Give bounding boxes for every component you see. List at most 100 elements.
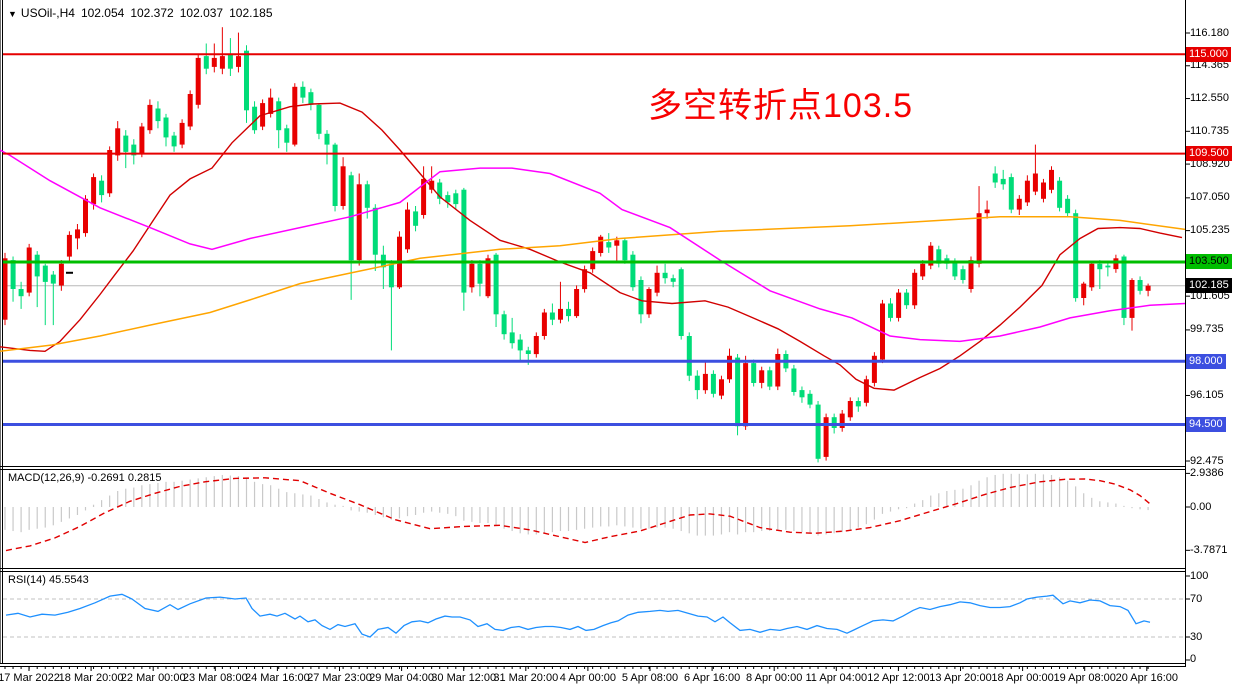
candle-body <box>405 209 410 250</box>
candle-body <box>171 135 177 147</box>
candle-body <box>18 289 24 297</box>
panel-separator[interactable] <box>0 663 1186 664</box>
candle-body <box>1073 213 1079 299</box>
macd-signal-line <box>5 477 1151 552</box>
candle-body <box>775 354 781 387</box>
rsi-axis-label[interactable]: 0 <box>1190 652 1197 665</box>
candle-body <box>123 135 129 152</box>
time-axis-label[interactable]: 8 Apr 00:00 <box>746 672 803 684</box>
candle-body <box>823 417 829 457</box>
price-axis-label[interactable]: 107.050 <box>1190 191 1230 203</box>
time-axis-label[interactable]: 31 Mar 20:00 <box>493 672 559 684</box>
price-axis-border <box>1185 0 1186 667</box>
candle-body <box>831 417 837 428</box>
candle-body <box>638 280 644 315</box>
candle-body <box>155 108 161 122</box>
candle-body <box>1121 256 1127 318</box>
price-level-badge: 109.500 <box>1186 146 1232 161</box>
time-axis-label[interactable]: 13 Apr 20:00 <box>929 672 992 684</box>
candle-body <box>107 150 113 194</box>
candle-body <box>1008 177 1014 210</box>
macd-axis-label[interactable]: 2.9386 <box>1190 467 1224 479</box>
time-axis-label[interactable]: 22 Mar 00:00 <box>120 672 186 684</box>
time-axis-label[interactable]: 19 Apr 08:00 <box>1053 672 1116 684</box>
time-axis-label[interactable]: 5 Apr 08:00 <box>621 672 679 684</box>
candle-body <box>268 97 274 114</box>
candle-body <box>968 260 974 289</box>
price-axis-label[interactable]: 99.735 <box>1190 323 1224 335</box>
time-axis-label[interactable]: 18 Apr 00:00 <box>991 672 1054 684</box>
rsi-axis-label[interactable]: 30 <box>1190 630 1203 643</box>
candle-body <box>549 312 555 320</box>
ohlc-low: 102.037 <box>179 6 224 20</box>
panel-separator[interactable] <box>0 666 1186 667</box>
chart-annotation-text: 多空转折点103.5 <box>648 87 914 125</box>
price-axis-label[interactable]: 114.365 <box>1190 59 1229 71</box>
ohlc-high: 102.372 <box>130 6 174 20</box>
candle-body <box>58 263 64 286</box>
candle-body <box>863 379 869 403</box>
time-axis-label[interactable]: 18 Mar 20:00 <box>58 672 124 684</box>
candle-body <box>525 350 531 354</box>
price-axis-label[interactable]: 116.180 <box>1190 27 1229 39</box>
candle-body <box>1145 285 1151 291</box>
candle-body <box>1097 263 1103 270</box>
time-axis-label[interactable]: 29 Mar 04:00 <box>369 672 435 684</box>
candle-body <box>324 133 330 145</box>
candle-body <box>920 263 926 277</box>
price-axis-label[interactable]: 112.550 <box>1190 92 1229 104</box>
time-axis-label[interactable]: 23 Mar 08:00 <box>182 672 248 684</box>
price-axis-label[interactable]: 108.920 <box>1190 158 1230 170</box>
time-axis-label[interactable]: 4 Apr 00:00 <box>559 672 617 684</box>
candle-body <box>83 198 88 234</box>
panel-separator[interactable] <box>0 469 1186 470</box>
candles-group[interactable] <box>3 27 1151 463</box>
candle-body <box>413 211 419 226</box>
macd-axis-label[interactable]: -3.7871 <box>1190 544 1228 556</box>
candle-body <box>437 182 443 199</box>
symbol-dropdown-icon[interactable]: ▼ <box>8 9 17 19</box>
price-axis-label[interactable]: 92.475 <box>1190 455 1224 467</box>
price-axis-label[interactable]: 96.105 <box>1190 389 1224 401</box>
candle-body <box>928 245 934 266</box>
candle-body <box>187 94 193 127</box>
time-axis-label[interactable]: 24 Mar 16:00 <box>244 672 310 684</box>
time-axis-label[interactable]: 12 Apr 12:00 <box>867 672 930 684</box>
candle-body <box>292 86 298 145</box>
macd-indicator-label: MACD(12,26,9) -0.2691 0.2815 <box>8 472 162 484</box>
ohlc-open: 102.054 <box>80 6 125 20</box>
price-axis-label[interactable]: 101.605 <box>1190 290 1230 302</box>
candle-body <box>1041 182 1046 199</box>
candle-body <box>992 173 998 183</box>
symbol-name: USOil-,H4 <box>20 6 75 20</box>
time-axis-label[interactable]: 11 Apr 04:00 <box>805 672 868 684</box>
time-axis-label[interactable]: 27 Mar 23:00 <box>307 672 372 684</box>
candle-body <box>727 355 732 380</box>
price-axis-label[interactable]: 110.735 <box>1190 125 1229 137</box>
panel-separator[interactable] <box>0 568 1186 569</box>
price-axis-label[interactable]: 105.235 <box>1190 224 1230 236</box>
rsi-axis-label[interactable]: 70 <box>1190 592 1203 605</box>
panel-separator[interactable] <box>0 571 1186 572</box>
candle-body <box>34 254 40 277</box>
time-axis-label[interactable]: 30 Mar 12:00 <box>431 672 497 684</box>
candle-body <box>1065 198 1071 214</box>
candle-body <box>976 213 982 264</box>
candle-body <box>662 272 668 279</box>
time-axis-label[interactable]: 6 Apr 16:00 <box>683 672 741 684</box>
candle-body <box>10 260 16 289</box>
time-axis-label[interactable]: 17 Mar 2022 <box>0 672 60 684</box>
macd-axis-label[interactable]: 0.00 <box>1190 501 1212 513</box>
candle-body <box>445 195 451 203</box>
candle-body <box>960 269 966 280</box>
candle-body <box>614 240 620 246</box>
candle-body <box>984 209 990 214</box>
candle-body <box>453 193 459 205</box>
candle-body <box>735 357 741 427</box>
rsi-axis-label[interactable]: 100 <box>1190 569 1209 582</box>
time-axis-label[interactable]: 20 Apr 16:00 <box>1115 672 1178 684</box>
panel-separator[interactable] <box>0 466 1186 467</box>
candle-body <box>50 274 56 284</box>
